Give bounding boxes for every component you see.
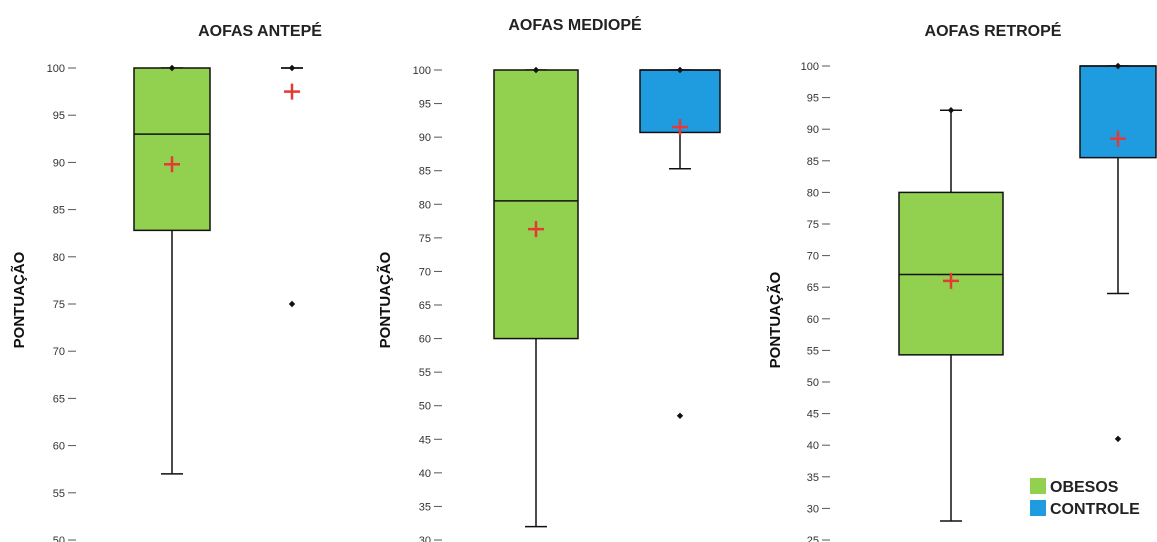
y-tick-label: 55: [807, 345, 819, 357]
y-tick-label: 100: [801, 61, 819, 73]
box-obesos: [494, 70, 578, 339]
y-tick-label: 85: [419, 166, 431, 178]
y-tick-label: 65: [53, 393, 65, 405]
y-tick-label: 35: [419, 501, 431, 513]
chart-title: AOFAS RETROPÉ: [925, 21, 1062, 40]
y-tick-label: 65: [419, 300, 431, 312]
box-obesos: [134, 68, 210, 230]
y-tick-label: 80: [53, 252, 65, 264]
chart-title: AOFAS ANTEPÉ: [198, 21, 322, 40]
y-tick-label: 80: [419, 199, 431, 211]
y-tick-label: 50: [53, 535, 65, 542]
legend-label-controle: CONTROLE: [1050, 501, 1140, 518]
y-tick-label: 45: [807, 409, 819, 421]
y-tick-label: 60: [419, 334, 431, 346]
y-tick-label: 90: [419, 132, 431, 144]
y-axis-label: PONTUAÇÃO: [376, 251, 394, 348]
legend-label-obesos: OBESOS: [1050, 479, 1119, 496]
y-tick-label: 60: [53, 441, 65, 453]
legend-swatch-obesos: [1030, 478, 1046, 494]
y-tick-label: 95: [419, 99, 431, 111]
max-point: [289, 65, 295, 71]
y-tick-label: 25: [807, 535, 819, 542]
y-tick-label: 100: [413, 65, 431, 77]
y-tick-label: 90: [807, 124, 819, 136]
y-tick-label: 30: [807, 503, 819, 515]
y-tick-label: 80: [807, 187, 819, 199]
y-tick-label: 75: [807, 219, 819, 231]
y-tick-label: 85: [807, 156, 819, 168]
legend-swatch-controle: [1030, 500, 1046, 516]
y-tick-label: 70: [807, 251, 819, 263]
y-tick-label: 70: [53, 346, 65, 358]
y-axis-label: PONTUAÇÃO: [766, 271, 784, 368]
y-tick-label: 35: [807, 472, 819, 484]
y-tick-label: 55: [419, 367, 431, 379]
y-tick-label: 75: [419, 233, 431, 245]
y-tick-label: 60: [807, 314, 819, 326]
y-tick-label: 90: [53, 157, 65, 169]
y-tick-label: 95: [807, 93, 819, 105]
y-tick-label: 55: [53, 488, 65, 500]
y-tick-label: 50: [807, 377, 819, 389]
y-tick-label: 40: [419, 468, 431, 480]
y-tick-label: 45: [419, 434, 431, 446]
max-point: [948, 107, 954, 113]
y-axis-label: PONTUAÇÃO: [10, 251, 28, 348]
outlier-point: [1115, 436, 1121, 442]
outlier-point: [289, 301, 295, 307]
y-tick-label: 70: [419, 266, 431, 278]
y-tick-label: 65: [807, 282, 819, 294]
y-tick-label: 85: [53, 205, 65, 217]
y-tick-label: 40: [807, 440, 819, 452]
chart-title: AOFAS MEDIOPÉ: [508, 15, 642, 34]
y-tick-label: 30: [419, 535, 431, 542]
y-tick-label: 75: [53, 299, 65, 311]
y-tick-label: 50: [419, 401, 431, 413]
y-tick-label: 95: [53, 110, 65, 122]
y-tick-label: 100: [47, 63, 65, 75]
outlier-point: [677, 413, 683, 419]
